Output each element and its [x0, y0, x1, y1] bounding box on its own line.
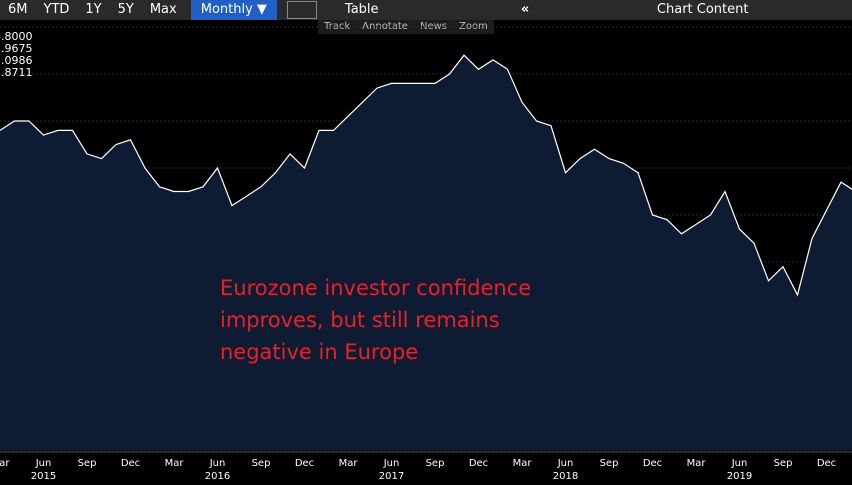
x-tick-label: Mar: [687, 458, 707, 469]
range-button[interactable]: Max: [149, 2, 177, 17]
x-tick-label: Dec: [295, 458, 314, 469]
toolbar: 6M YTD 1Y 5Y Max Monthly ▼ Table « Chart…: [0, 0, 852, 20]
x-tick-label: Sep: [78, 458, 97, 469]
legend-value: 3.0986: [0, 54, 33, 67]
year-label: 2019: [727, 471, 752, 482]
year-label: 2016: [205, 471, 230, 482]
x-tick-label: Mar: [513, 458, 533, 469]
annotation: negative in Europe: [220, 340, 418, 364]
x-tick-label: Dec: [121, 458, 140, 469]
legend-value: 3.9675: [0, 42, 33, 55]
year-label: 2015: [31, 471, 56, 482]
table-button[interactable]: Table: [344, 2, 379, 17]
x-tick-label: Jun: [383, 458, 400, 469]
x-tick-label: Sep: [252, 458, 271, 469]
x-tick-label: Sep: [774, 458, 793, 469]
x-tick-label: Jun: [557, 458, 574, 469]
range-button[interactable]: 5Y: [117, 2, 134, 17]
year-label: 2018: [553, 471, 578, 482]
x-tick-label: Sep: [426, 458, 445, 469]
x-tick-label: Jun: [35, 458, 52, 469]
x-tick-label: Jun: [209, 458, 226, 469]
annotation: improves, but still remains: [220, 308, 500, 332]
x-tick-label: Dec: [469, 458, 488, 469]
x-tick-label: Mar: [165, 458, 185, 469]
chart-type-button[interactable]: [286, 1, 317, 19]
x-tick-label: Dec: [817, 458, 836, 469]
line: [0, 54, 852, 297]
range-button[interactable]: 1Y: [85, 2, 102, 17]
annotation: Eurozone investor confidence: [220, 276, 531, 300]
x-tick-label: Jun: [731, 458, 748, 469]
frequency-button[interactable]: Monthly ▼: [190, 0, 277, 20]
x-tick-label: Mar: [339, 458, 359, 469]
range-button[interactable]: 6M: [8, 2, 28, 17]
collapse-button[interactable]: «: [520, 2, 530, 17]
year-label: 2017: [379, 471, 404, 482]
legend-value: 2.8711: [0, 66, 33, 79]
x-tick-label: Sep: [600, 458, 619, 469]
x-tick-label: Mar: [0, 458, 10, 469]
area-fill: [0, 55, 852, 450]
legend-value: 4.8000: [0, 30, 33, 43]
range-button[interactable]: YTD: [43, 2, 70, 17]
x-tick-label: Dec: [643, 458, 662, 469]
chart-content-button[interactable]: Chart Content: [656, 2, 749, 17]
